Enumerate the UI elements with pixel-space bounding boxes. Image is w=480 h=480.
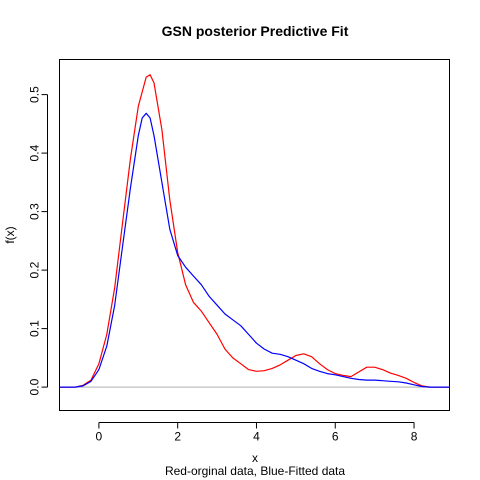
- y-tick-label: 0.2: [28, 261, 42, 278]
- y-axis-label: f(x): [3, 226, 17, 243]
- x-tick-label: 6: [332, 430, 339, 444]
- y-tick-label: 0.1: [28, 320, 42, 337]
- series-layer: [59, 74, 450, 388]
- x-tick-label: 8: [411, 430, 418, 444]
- red-series-line: [59, 74, 450, 388]
- x-axis-label: x: [252, 451, 258, 465]
- x-tick-label: 0: [96, 430, 103, 444]
- chart-subtitle: Red-orginal data, Blue-Fitted data: [165, 464, 345, 478]
- x-tick-label: 2: [174, 430, 181, 444]
- plot-frame: [59, 59, 450, 411]
- y-tick-label: 0.4: [28, 144, 42, 161]
- x-axis: 0 2 4 6 8: [96, 422, 418, 444]
- y-axis: 0.0 0.1 0.2 0.3 0.4 0.5: [28, 86, 48, 395]
- y-tick-label: 0.3: [28, 203, 42, 220]
- chart-title: GSN posterior Predictive Fit: [162, 23, 349, 39]
- x-tick-label: 4: [253, 430, 260, 444]
- blue-series-line: [59, 112, 450, 388]
- y-tick-label: 0.5: [28, 86, 42, 103]
- y-tick-label: 0.0: [28, 378, 42, 395]
